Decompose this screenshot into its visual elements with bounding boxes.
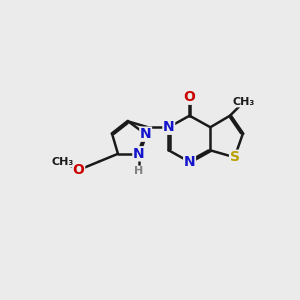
Text: S: S [230,150,240,164]
Text: N: N [133,147,145,161]
Text: CH₃: CH₃ [51,157,74,167]
Text: CH₃: CH₃ [233,97,255,107]
Text: N: N [184,155,195,169]
Text: N: N [140,127,152,141]
Text: O: O [184,90,196,104]
Text: H: H [134,166,143,176]
Text: N: N [163,120,175,134]
Text: O: O [73,163,85,177]
